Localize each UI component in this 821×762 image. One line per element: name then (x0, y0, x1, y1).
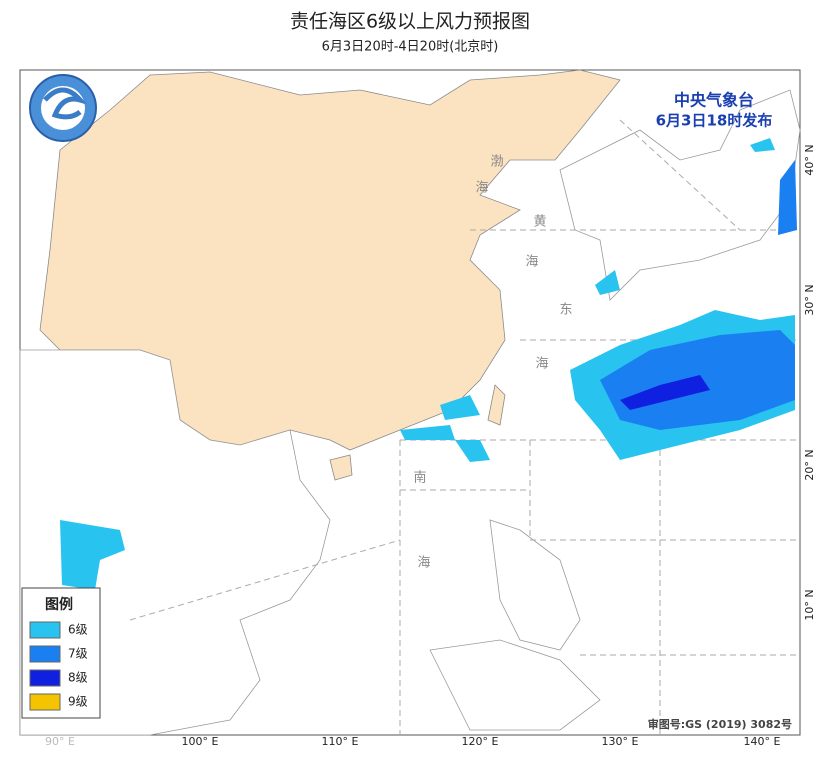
subtitle: 6月3日20时-4日20时(北京时) (322, 40, 499, 55)
legend-swatch (29, 645, 61, 663)
legend-swatch (29, 693, 61, 711)
issuer-time: 6月3日18时发布 (656, 112, 773, 130)
legend: 图例 6级 7级 8级 9级 (21, 587, 101, 719)
sea-label: 渤 (490, 154, 503, 170)
sea-label: 海 (535, 357, 548, 372)
lon-label: 120° E (462, 735, 499, 748)
legend-swatch (29, 669, 61, 687)
sea-label: 海 (417, 556, 430, 571)
lon-label: 100° E (182, 735, 219, 748)
axis-labels: 90° E 100° E 110° E 120° E 130° E 140° E 40° N… (45, 144, 816, 748)
sea-label: 海 (525, 255, 538, 270)
lon-label: 140° E (744, 735, 781, 748)
issuer-name: 中央气象台 (674, 91, 754, 110)
map-frame (19, 69, 801, 736)
lon-label: 130° E (602, 735, 639, 748)
lon-label: 110° E (322, 735, 359, 748)
legend-label: 6级 (68, 623, 88, 637)
sea-label: 南 (413, 470, 426, 486)
lat-label: 30° N (803, 284, 816, 315)
legend-title: 图例 (45, 596, 73, 613)
legend-label: 9级 (68, 695, 88, 709)
legend-label: 8级 (68, 671, 88, 685)
lat-label: 40° N (803, 144, 816, 175)
approval: 审图号:GS (2019) 3082号 (648, 717, 792, 731)
title: 责任海区6级以上风力预报图 (290, 11, 530, 33)
sea-label: 东 (559, 303, 572, 318)
lon-label: 90° E (45, 735, 75, 748)
lat-label: 20° N (803, 449, 816, 480)
legend-swatch (29, 621, 61, 639)
sea-label: 黄 (533, 215, 546, 230)
lat-label: 10° N (803, 589, 816, 620)
legend-label: 7级 (68, 647, 88, 661)
sea-label: 海 (475, 181, 488, 196)
